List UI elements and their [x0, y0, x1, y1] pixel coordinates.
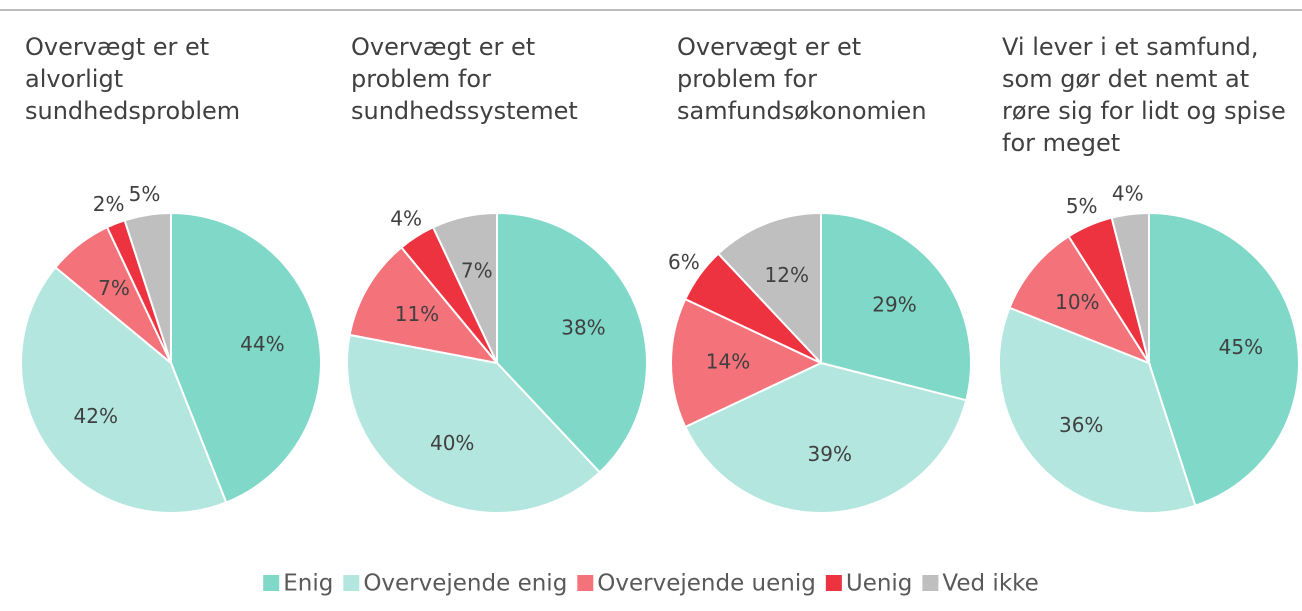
- legend-label: Enig: [283, 571, 333, 597]
- chart-title: Overvægt er et: [677, 33, 861, 61]
- legend-swatch: [922, 575, 939, 591]
- data-label: 7%: [98, 276, 130, 300]
- legend-label: Overvejende enig: [363, 571, 567, 597]
- data-label: 40%: [430, 431, 474, 455]
- data-label: 38%: [561, 315, 605, 339]
- legend-label: Uenig: [846, 571, 913, 597]
- chart-title: Vi lever i et samfund,: [1002, 33, 1259, 61]
- data-label: 10%: [1055, 290, 1099, 314]
- pie-slice: [820, 211, 972, 402]
- chart-title: problem for: [677, 65, 817, 93]
- pie-slice: [670, 297, 824, 429]
- data-label: 39%: [808, 442, 852, 466]
- data-label: 2%: [93, 192, 125, 216]
- pie-slice: [716, 211, 822, 366]
- data-label: 5%: [1066, 194, 1098, 218]
- legend-swatch: [825, 575, 842, 591]
- pie-slice: [346, 333, 602, 514]
- chart-title: Overvægt er et: [25, 33, 209, 61]
- data-label: 45%: [1219, 335, 1263, 359]
- data-label: 29%: [872, 292, 916, 316]
- pie-slice: [683, 361, 968, 514]
- pie-slice: [431, 211, 498, 364]
- pie-slice: [1110, 211, 1150, 364]
- chart-title: røre sig for lidt og spise: [1002, 97, 1286, 125]
- pie-slice: [123, 211, 172, 364]
- data-label: 4%: [390, 206, 422, 230]
- legend-swatch: [263, 575, 280, 591]
- data-label: 14%: [706, 350, 750, 374]
- data-label: 42%: [74, 404, 118, 428]
- pie-slice: [998, 306, 1197, 514]
- legend-label: Ved ikke: [942, 571, 1038, 597]
- chart-title: alvorligt: [25, 65, 123, 93]
- pie-slice: [170, 211, 322, 504]
- data-label: 4%: [1112, 181, 1144, 205]
- pie-slice: [496, 211, 648, 474]
- data-label: 44%: [240, 332, 284, 356]
- data-label: 5%: [129, 182, 161, 206]
- chart-title: samfundsøkonomien: [677, 97, 927, 125]
- chart-title: for meget: [1002, 129, 1120, 157]
- chart-title: som gør det nemt at: [1002, 65, 1249, 93]
- legend-swatch: [577, 575, 594, 591]
- chart-title: sundhedssystemet: [351, 97, 578, 125]
- chart-title: Overvægt er et: [351, 33, 535, 61]
- pie-slice: [1148, 211, 1300, 507]
- legend-swatch: [343, 575, 360, 591]
- data-label: 36%: [1059, 413, 1103, 437]
- pie-slice: [20, 265, 228, 514]
- data-label: 6%: [668, 250, 700, 274]
- pie-slice: [1008, 234, 1152, 366]
- legend-label: Overvejende uenig: [597, 571, 816, 597]
- data-label: 12%: [765, 263, 809, 287]
- pie-slice: [348, 246, 500, 365]
- data-label: 11%: [395, 302, 439, 326]
- chart-title: sundhedsproblem: [25, 97, 240, 125]
- data-label: 7%: [461, 259, 493, 283]
- chart-title: problem for: [351, 65, 491, 93]
